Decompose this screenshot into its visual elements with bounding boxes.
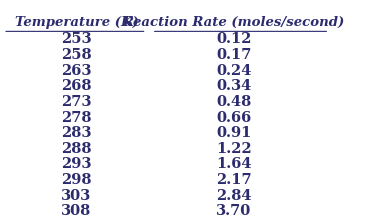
Text: 0.91: 0.91 — [216, 126, 251, 140]
Text: Temperature (K): Temperature (K) — [15, 16, 138, 29]
Text: 0.34: 0.34 — [216, 79, 251, 93]
Text: 0.66: 0.66 — [216, 111, 251, 125]
Text: 303: 303 — [61, 189, 92, 203]
Text: Reaction Rate (moles/second): Reaction Rate (moles/second) — [123, 16, 345, 29]
Text: 273: 273 — [61, 95, 92, 109]
Text: 308: 308 — [61, 204, 92, 218]
Text: 1.22: 1.22 — [216, 142, 251, 156]
Text: 293: 293 — [61, 157, 92, 171]
Text: 263: 263 — [61, 64, 92, 78]
Text: 253: 253 — [61, 32, 92, 46]
Text: 3.70: 3.70 — [216, 204, 251, 218]
Text: 283: 283 — [61, 126, 92, 140]
Text: 0.24: 0.24 — [216, 64, 251, 78]
Text: 268: 268 — [61, 79, 92, 93]
Text: 278: 278 — [61, 111, 92, 125]
Text: 288: 288 — [61, 142, 92, 156]
Text: 0.17: 0.17 — [216, 48, 251, 62]
Text: 2.84: 2.84 — [216, 189, 251, 203]
Text: 0.12: 0.12 — [216, 32, 251, 46]
Text: 2.17: 2.17 — [216, 173, 251, 187]
Text: 1.64: 1.64 — [216, 157, 251, 171]
Text: 0.48: 0.48 — [216, 95, 251, 109]
Text: 258: 258 — [61, 48, 92, 62]
Text: 298: 298 — [61, 173, 92, 187]
